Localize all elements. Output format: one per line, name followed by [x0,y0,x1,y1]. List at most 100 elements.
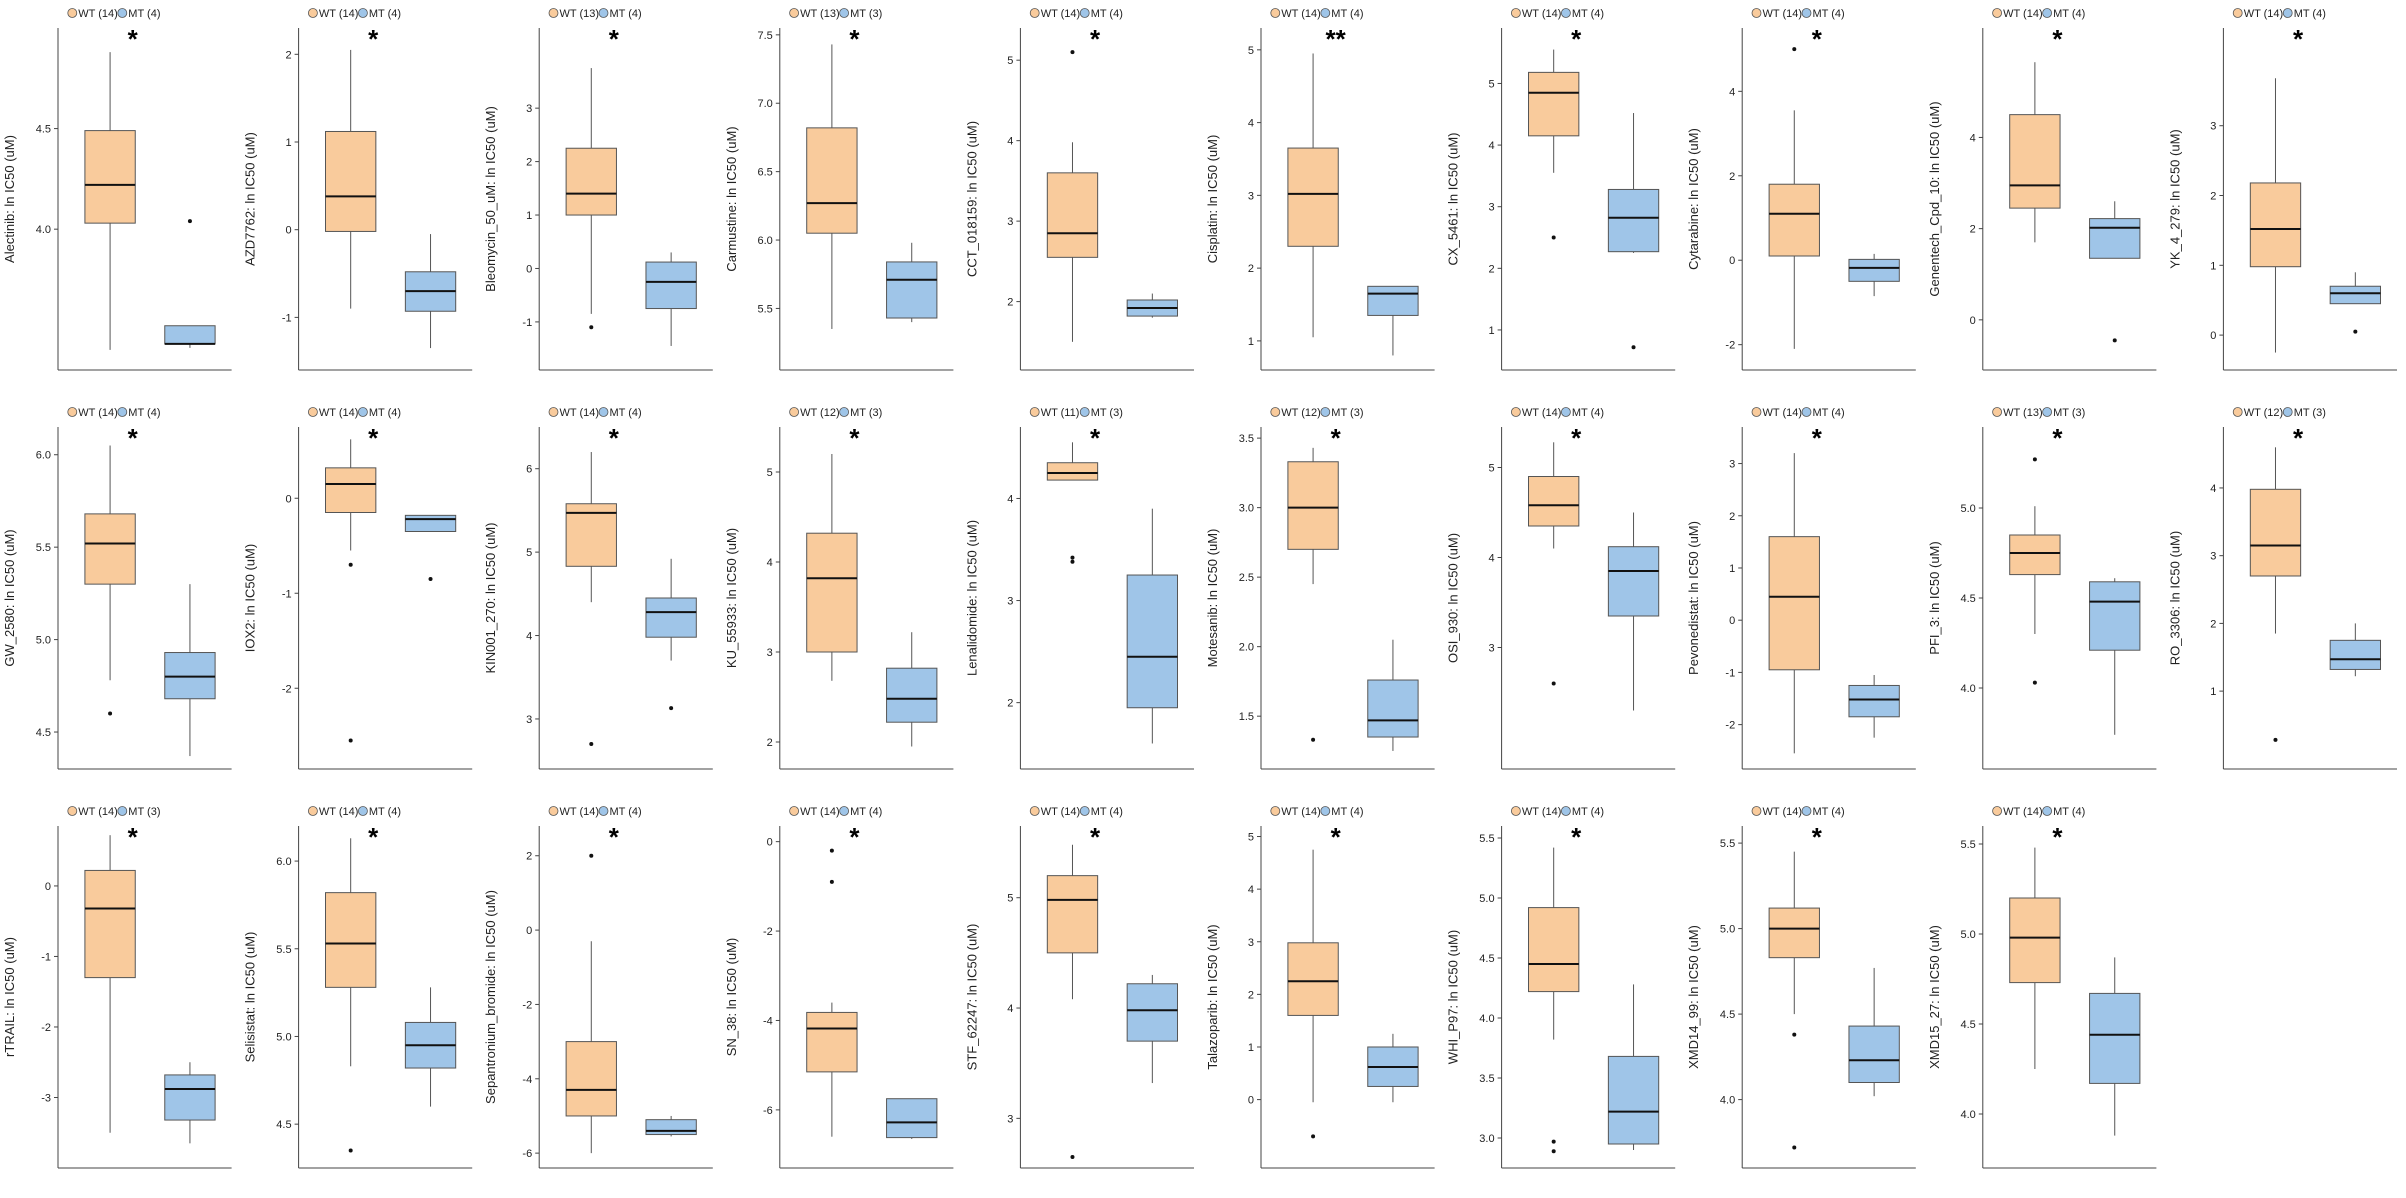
y-tick-label: 2.0 [1239,642,1254,654]
legend-marker [117,8,128,18]
wt-box [1528,907,1580,993]
mt-box [164,325,216,345]
legend-marker [2282,407,2293,417]
y-tick-label: 1 [1729,563,1735,575]
panel-cx-5461: WT (14) MT (4) 1 2 3 4 5 CX_5461: ln IC50 (uM) * [1446,8,1676,371]
legend-marker [598,8,609,18]
panel-carmustine: WT (13) MT (3) 5.5 6.0 6.5 7.0 7.5 Carmustine: … [724,8,954,371]
legend-label: MT (4) [369,8,401,20]
legend-label: WT (14) [560,806,600,818]
significance-mark: * [849,423,860,453]
y-axis-label: Lenalidomide: ln IC50 (uM) [964,520,979,676]
wt-outlier [1311,737,1316,742]
legend-marker [357,806,368,816]
y-tick-label: 1.5 [1239,711,1254,723]
y-tick-label: 5.0 [1961,503,1976,515]
y-tick-label: -2 [1725,340,1735,352]
y-tick-label: 0 [526,925,532,937]
panel-cct-018159: WT (14) MT (4) 2 3 4 5 CCT_018159: ln IC50 (uM… [964,8,1194,371]
wt-box [2249,488,2302,577]
panel-sepantronium-bromide: WT (14) MT (4) -6 -4 -2 0 2 Sepantronium_bromid… [483,806,713,1169]
legend-marker [2232,8,2243,18]
legend-label: WT (14) [1763,8,1803,20]
significance-mark: * [368,822,379,852]
y-tick-label: 0 [1970,315,1976,327]
legend-marker [1751,407,1762,417]
significance-mark: * [1090,24,1101,54]
panel-lenalidomide: WT (11) MT (3) 2 3 4 Lenalidomide: ln IC50 (u… [964,407,1194,770]
legend-label: WT (14) [800,806,840,818]
legend-marker [789,806,799,816]
y-tick-label: 0 [1729,255,1735,267]
y-tick-label: 4.5 [36,727,51,739]
significance-mark: * [128,423,139,453]
y-tick-label: -1 [41,951,51,963]
y-tick-label: 3.5 [1479,1073,1494,1085]
significance-mark: * [1812,822,1823,852]
wt-outlier [2032,680,2037,685]
y-tick-label: -2 [41,1022,51,1034]
y-tick-label: 0 [45,881,51,893]
legend-label: MT (4) [850,806,882,818]
wt-box [565,147,617,216]
mt-outlier [2112,338,2117,343]
legend-marker [1992,8,2002,18]
legend-marker [548,806,559,816]
y-axis-label: Bleomycin_50_uM: ln IC50 (uM) [483,106,498,292]
y-tick-label: 4 [1248,118,1254,130]
y-tick-label: 7.5 [758,30,773,42]
y-tick-label: 3 [1248,937,1254,949]
legend-marker [307,407,318,417]
legend-marker [1320,407,1331,417]
legend-marker [117,407,128,417]
panel-xmd14-99: WT (14) MT (4) 4.0 4.5 5.0 5.5 XMD14_99: ln IC… [1686,806,1916,1169]
wt-box [1528,476,1580,527]
y-tick-label: -1 [282,312,292,324]
panel-pevonedistat: WT (14) MT (4) -2 -1 0 1 2 3 Pevonedistat: ln IC… [1686,407,1916,770]
legend-marker [1751,8,1762,18]
legend-marker [1029,407,1040,417]
wt-outlier [589,741,594,746]
panel-iox2: WT (14) MT (4) -2 -1 0 IOX2: ln IC50 (uM) * [243,407,473,770]
y-tick-label: 2 [526,851,532,863]
significance-mark: * [849,24,860,54]
legend-marker [357,8,368,18]
legend-marker [1320,806,1331,816]
legend-label: MT (4) [610,407,642,419]
legend-label: WT (13) [560,8,600,20]
y-tick-label: 0 [1248,1095,1254,1107]
y-tick-label: 3.5 [1239,433,1254,445]
y-axis-label: Alectinib: ln IC50 (uM) [2,135,17,263]
y-tick-label: 2 [1970,224,1976,236]
significance-mark: * [1331,822,1342,852]
y-tick-label: -4 [763,1015,773,1027]
legend-label: WT (14) [319,806,359,818]
mt-box [645,597,697,638]
legend-label: MT (4) [610,806,642,818]
wt-box [84,513,136,585]
y-axis-label: Cisplatin: ln IC50 (uM) [1205,135,1220,264]
mt-box [886,1098,938,1139]
wt-outlier [1070,559,1075,564]
legend-label: MT (4) [1572,8,1604,20]
y-tick-label: 4.5 [1479,953,1494,965]
legend-marker [598,407,609,417]
panel-cytarabine: WT (14) MT (4) -2 0 2 4 Cytarabine: ln IC50 (u… [1686,8,1916,371]
wt-outlier [1792,1145,1797,1150]
panel-cisplatin: WT (14) MT (4) 1 2 3 4 5 Cisplatin: ln IC50 (uM… [1205,8,1435,371]
legend-label: WT (14) [319,8,359,20]
y-axis-label: CX_5461: ln IC50 (uM) [1446,133,1461,266]
wt-box [1287,942,1339,1016]
significance-mark: * [1331,423,1342,453]
wt-box [1768,183,1820,257]
wt-box [1768,907,1820,959]
mt-box [1607,546,1660,617]
y-tick-label: 6 [526,464,532,476]
y-tick-label: 4 [1970,132,1976,144]
wt-outlier [348,1148,353,1153]
y-tick-label: 2 [526,157,532,169]
legend-marker [1511,806,1521,816]
significance-mark: * [1812,423,1823,453]
legend-label: WT (14) [1763,407,1803,419]
mt-outlier [1631,345,1636,350]
